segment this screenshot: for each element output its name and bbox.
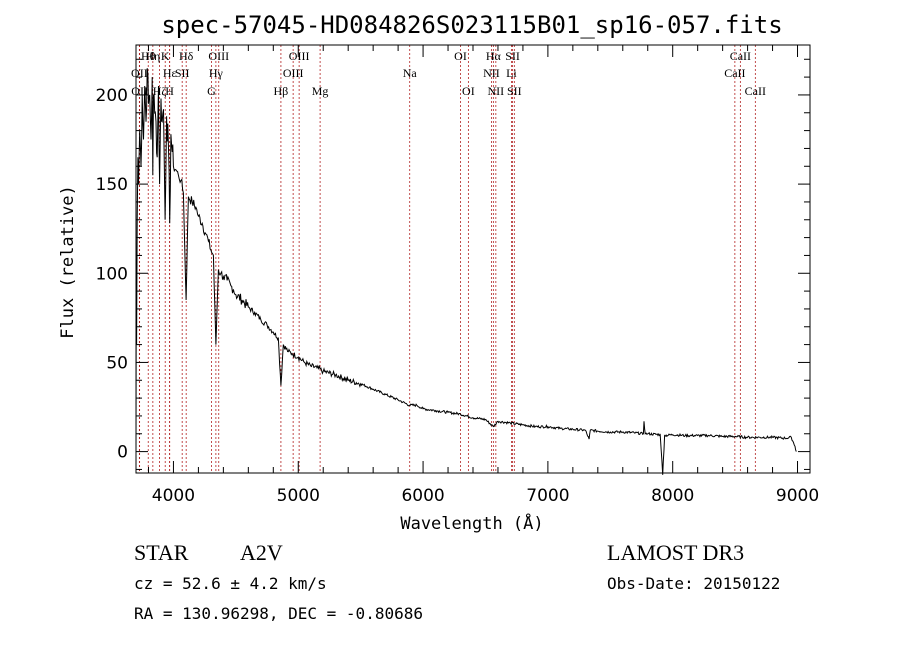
x-axis-ticks: 4000 5000 6000 7000 8000 9000 xyxy=(147,45,819,506)
spectral-line-label: Hα xyxy=(486,49,502,63)
spectral-line-label: OIII xyxy=(283,66,304,80)
spectral-line-label: SII xyxy=(507,84,522,98)
survey-name: LAMOST DR3 xyxy=(607,540,744,565)
x-tick-label: 6000 xyxy=(401,486,444,506)
spectral-line-label: Hζ xyxy=(153,84,167,98)
spectral-line-label: NII xyxy=(483,66,500,80)
x-tick-label: 4000 xyxy=(152,486,195,506)
spectral-line-label: Na xyxy=(403,66,418,80)
spectral-line-label: Hγ xyxy=(209,66,224,80)
y-tick-label: 100 xyxy=(96,264,128,284)
x-axis-label: Wavelength (Å) xyxy=(400,512,543,534)
y-tick-label: 0 xyxy=(117,443,128,463)
spectral-line-label: OIII xyxy=(208,49,229,63)
spectral-line-label: H xyxy=(165,84,174,98)
spectral-line-label: Hε xyxy=(163,66,177,80)
spectral-line-label: G xyxy=(207,84,216,98)
flux-series-line xyxy=(135,68,797,475)
spectral-line-label: Hδ xyxy=(179,49,194,63)
spectral-line-label: SII xyxy=(175,66,190,80)
y-tick-label: 50 xyxy=(106,353,128,373)
x-tick-label: 5000 xyxy=(277,486,320,506)
object-class: STAR xyxy=(134,540,189,565)
spectral-line-label: CaII xyxy=(724,66,745,80)
spectral-line-label: OIII xyxy=(289,49,310,63)
spectral-line-label: OI xyxy=(454,49,467,63)
spectral-line-label: CaII xyxy=(730,49,751,63)
spectral-line-label: SII xyxy=(505,49,520,63)
spectral-line-label: Hβ xyxy=(274,84,289,98)
y-tick-label: 150 xyxy=(96,175,128,195)
observation-date: Obs-Date: 20150122 xyxy=(607,574,780,593)
spectral-line-label: Hη xyxy=(145,49,160,63)
object-subclass: A2V xyxy=(240,540,283,565)
x-tick-label: 9000 xyxy=(776,486,819,506)
spectral-line-label: OI xyxy=(462,84,475,98)
x-tick-label: 7000 xyxy=(526,486,569,506)
spectral-line-label: OII xyxy=(131,66,148,80)
chart-title: spec-57045-HD084826S023115B01_sp16-057.f… xyxy=(161,11,782,39)
spectral-line-markers xyxy=(138,45,756,473)
spectral-line-label: Mg xyxy=(312,84,329,98)
spectral-line-label: CaII xyxy=(745,84,766,98)
y-axis-ticks: 0 50 100 150 200 xyxy=(96,58,810,470)
y-tick-label: 200 xyxy=(96,86,128,106)
spectral-line-label: Li xyxy=(506,66,517,80)
spectral-line-label: NII xyxy=(488,84,505,98)
x-tick-label: 8000 xyxy=(651,486,694,506)
y-axis-label: Flux (relative) xyxy=(58,185,78,339)
plot-frame xyxy=(135,44,811,474)
coordinates-readout: RA = 130.96298, DEC = -0.80686 xyxy=(134,604,423,623)
spectral-line-label: K xyxy=(161,49,170,63)
spectral-line-label: Hθ xyxy=(141,49,156,63)
redshift-readout: cz = 52.6 ± 4.2 km/s xyxy=(134,574,327,593)
